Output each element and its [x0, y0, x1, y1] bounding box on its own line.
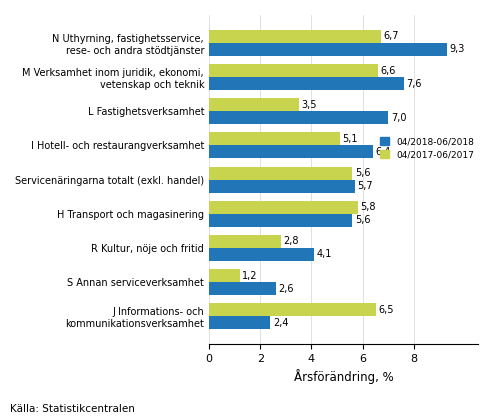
Text: 4,1: 4,1 [317, 249, 332, 259]
Bar [209, 146, 373, 158]
Bar [209, 98, 299, 111]
Text: 2,4: 2,4 [273, 318, 288, 328]
Bar [209, 214, 352, 227]
Text: 9,3: 9,3 [450, 45, 465, 54]
Bar [209, 166, 352, 180]
Text: 2,6: 2,6 [278, 284, 294, 294]
Bar [209, 282, 276, 295]
Bar [209, 180, 355, 193]
Text: 7,0: 7,0 [391, 113, 406, 123]
Text: 6,5: 6,5 [378, 305, 393, 314]
Text: 5,7: 5,7 [357, 181, 373, 191]
Bar [209, 43, 447, 56]
Bar [209, 235, 281, 248]
Bar [209, 269, 240, 282]
Bar [209, 132, 340, 146]
Text: 1,2: 1,2 [242, 270, 258, 280]
Text: 5,6: 5,6 [355, 168, 371, 178]
Text: 6,6: 6,6 [381, 66, 396, 76]
X-axis label: Årsförändring, %: Årsförändring, % [294, 369, 393, 384]
Legend: 04/2018-06/2018, 04/2017-06/2017: 04/2018-06/2018, 04/2017-06/2017 [380, 137, 474, 159]
Text: 5,1: 5,1 [342, 134, 358, 144]
Bar [209, 303, 376, 316]
Text: Källa: Statistikcentralen: Källa: Statistikcentralen [10, 404, 135, 414]
Text: 6,4: 6,4 [376, 147, 391, 157]
Text: 2,8: 2,8 [283, 236, 299, 246]
Bar [209, 201, 357, 214]
Text: 3,5: 3,5 [301, 100, 317, 110]
Bar [209, 64, 378, 77]
Text: 5,8: 5,8 [360, 202, 376, 212]
Text: 7,6: 7,6 [406, 79, 422, 89]
Bar [209, 316, 271, 329]
Bar [209, 248, 314, 261]
Bar [209, 77, 404, 90]
Bar [209, 30, 381, 43]
Bar [209, 111, 388, 124]
Text: 5,6: 5,6 [355, 215, 371, 225]
Text: 6,7: 6,7 [383, 32, 399, 42]
